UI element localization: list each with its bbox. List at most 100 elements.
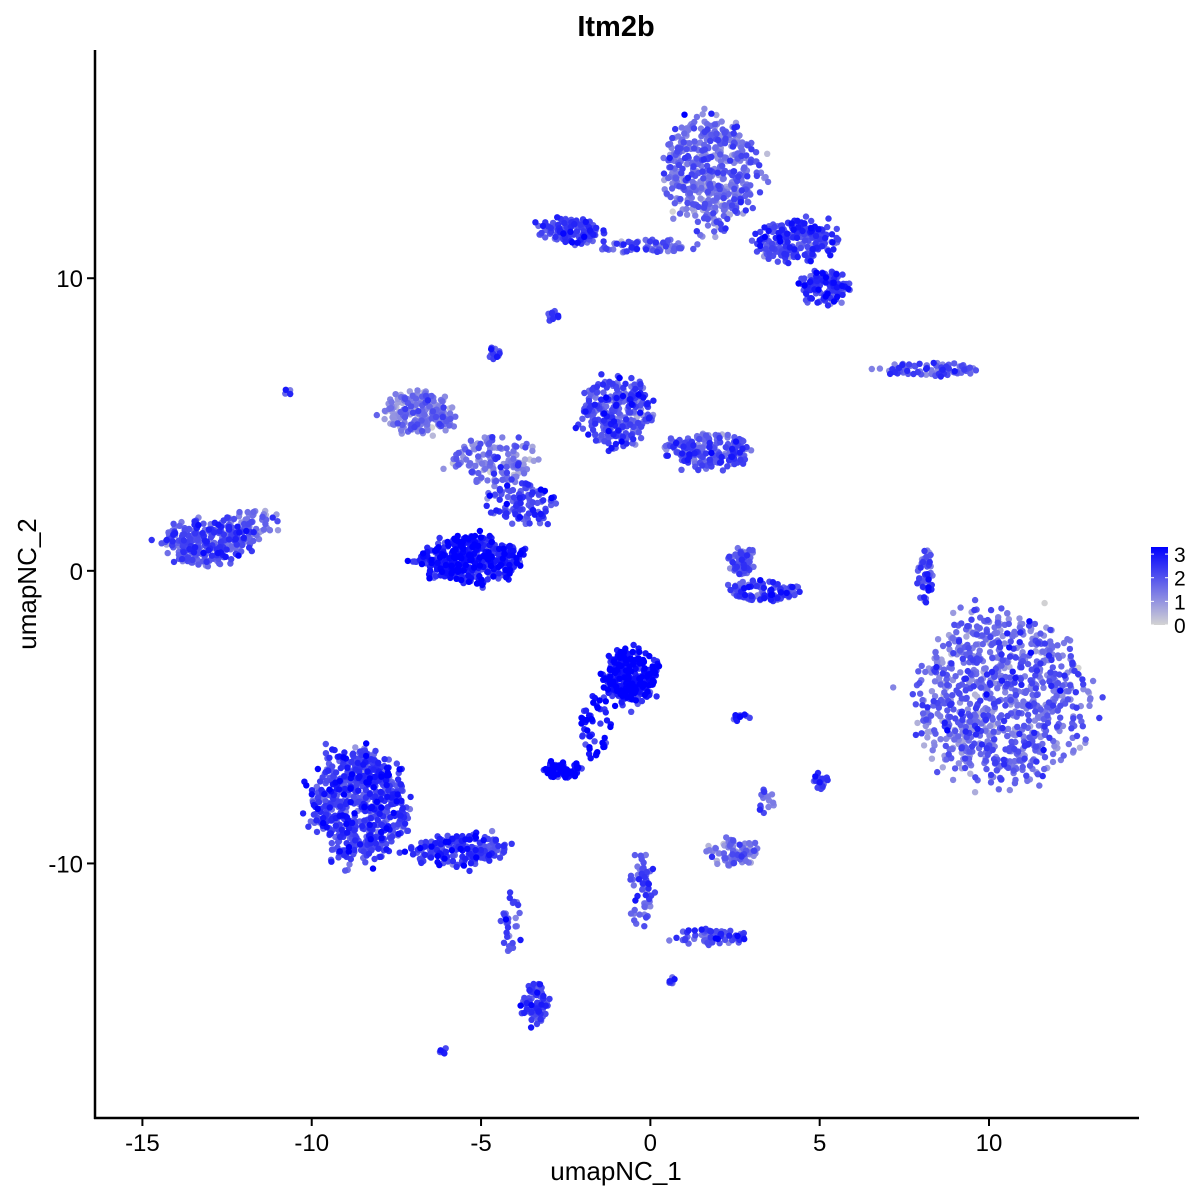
data-point (381, 756, 388, 763)
data-point (968, 616, 975, 623)
data-point (1099, 694, 1106, 701)
data-point (952, 715, 959, 722)
data-point (939, 659, 946, 666)
data-point (698, 184, 705, 192)
data-point (666, 154, 673, 162)
data-point (1076, 713, 1084, 720)
data-point (341, 785, 349, 793)
data-point (742, 857, 750, 864)
data-point (613, 240, 620, 247)
data-point (672, 125, 679, 133)
data-point (910, 370, 917, 378)
data-point (699, 444, 706, 451)
data-point (959, 655, 966, 662)
data-point (514, 901, 522, 909)
data-point (995, 639, 1003, 646)
data-point (480, 451, 487, 458)
data-point (453, 455, 460, 463)
data-point (698, 926, 705, 933)
data-point (920, 594, 928, 601)
data-point (963, 633, 970, 640)
data-point (1079, 676, 1086, 683)
data-point (462, 855, 469, 863)
data-point (738, 152, 745, 160)
data-point (440, 404, 447, 411)
data-point (720, 175, 727, 182)
data-point (497, 917, 504, 925)
data-point (452, 413, 459, 420)
data-point (928, 755, 936, 762)
data-point (673, 439, 680, 447)
data-point (809, 245, 816, 253)
data-point (816, 779, 823, 786)
data-point (914, 580, 921, 587)
data-point (1086, 702, 1093, 709)
data-point (671, 200, 678, 207)
data-point (958, 710, 965, 717)
data-point (1069, 720, 1076, 727)
data-point (719, 162, 726, 170)
data-point (532, 219, 539, 226)
data-point (349, 750, 357, 757)
data-point (977, 676, 985, 683)
data-point (214, 549, 222, 557)
data-point (260, 526, 268, 533)
data-point (189, 556, 196, 564)
data-point (1037, 660, 1044, 667)
data-point (610, 246, 617, 253)
data-point (522, 444, 529, 451)
data-point (756, 806, 764, 813)
data-point (540, 992, 547, 1000)
data-point (1073, 732, 1081, 740)
data-point (753, 172, 761, 180)
data-point (529, 447, 536, 455)
data-point (466, 867, 473, 875)
data-point (282, 386, 289, 393)
data-point (1064, 696, 1072, 703)
data-point (808, 295, 815, 302)
data-point (1061, 672, 1068, 679)
chart-title: Itm2b (577, 11, 654, 43)
data-point (230, 515, 238, 523)
data-point (313, 783, 320, 790)
data-point (961, 366, 968, 373)
data-point (756, 189, 764, 196)
data-point (488, 346, 495, 353)
data-point (623, 248, 630, 255)
data-point (437, 1047, 444, 1054)
data-point (909, 691, 916, 698)
data-point (1053, 723, 1061, 730)
data-point (539, 222, 547, 230)
data-point (313, 828, 321, 836)
data-point (1041, 765, 1048, 773)
data-point (634, 419, 642, 427)
data-point (669, 134, 676, 142)
data-point (534, 499, 541, 507)
data-point (1016, 730, 1023, 738)
data-point (747, 447, 755, 454)
data-point (424, 427, 431, 434)
data-point (1001, 640, 1008, 647)
data-point (489, 434, 496, 441)
data-point (536, 981, 544, 988)
data-point (627, 409, 634, 416)
data-point (637, 380, 644, 388)
data-point (374, 816, 381, 824)
data-point (966, 748, 973, 755)
data-point (671, 976, 678, 983)
data-point (408, 845, 415, 852)
data-point (934, 768, 941, 776)
data-point (194, 536, 201, 543)
data-point (747, 159, 754, 166)
data-point (1060, 752, 1067, 759)
data-point (598, 431, 605, 439)
data-point (373, 411, 380, 419)
data-point (592, 437, 600, 444)
data-point (977, 684, 985, 691)
data-point (602, 709, 609, 716)
data-point (355, 787, 362, 794)
data-point (684, 199, 691, 207)
data-point (377, 788, 384, 796)
data-point (1054, 679, 1062, 687)
data-point (395, 830, 402, 838)
